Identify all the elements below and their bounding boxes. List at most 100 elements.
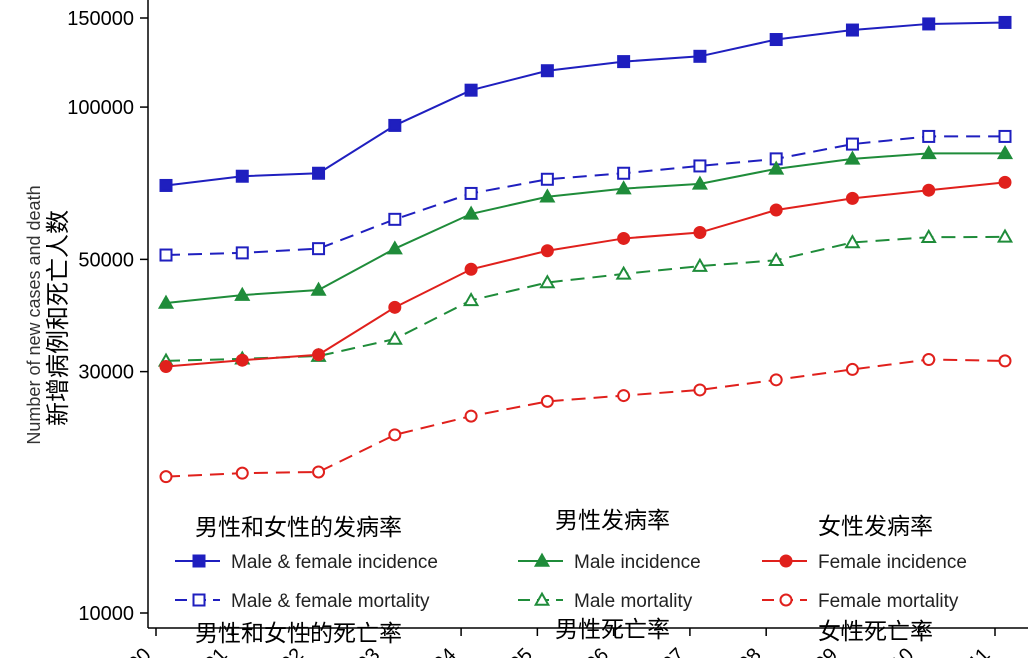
data-point [769,373,783,387]
legend-item-male-mortality: Male mortality 男性死亡率 [518,591,693,642]
data-point [920,228,937,243]
data-point [920,145,937,160]
series-line [165,21,1006,187]
data-point [996,228,1014,243]
data-point [617,389,631,403]
data-point [464,262,478,276]
legend-item-male-incidence: Male incidence 男性发病率 [518,507,701,573]
data-point [235,466,249,480]
legend-label: Female incidence [818,552,967,573]
data-point [463,291,480,307]
data-point [463,205,480,220]
data-point [234,286,251,301]
legend-label: Male incidence [574,552,701,573]
x-tick-label: 02 [277,644,308,658]
y-tick-label: 150000 [67,8,134,30]
data-point [693,159,707,173]
data-point [617,166,631,180]
data-point [540,244,554,258]
legend-swatch-marker [779,593,793,607]
series-line [165,135,1005,257]
legend-label-chinese: 男性发病率 [555,507,670,533]
data-point [157,294,175,309]
x-tick-label: 07 [658,644,689,658]
data-point [388,118,402,132]
data-point [844,150,861,165]
data-point [386,240,403,255]
data-point [159,248,173,262]
legend-label: Male & female mortality [231,591,430,612]
legend-label: Male & female incidence [231,552,438,573]
data-point [310,281,327,296]
data-point [539,274,556,289]
data-point [539,188,556,203]
data-point [235,169,249,183]
data-point [235,246,249,260]
legend-item-male-female-mortality: Male & female mortality 男性和女性的死亡率 [175,591,430,646]
data-point [845,23,859,37]
data-point [615,265,632,280]
data-point [388,212,402,226]
legend-item-male-female-incidence: Male & female incidence 男性和女性的发病率 [175,514,438,573]
data-point [922,17,936,31]
legend-label: Female mortality [818,591,959,612]
axes [147,0,1028,629]
data-point [615,180,632,195]
legend-swatch-marker [533,552,551,567]
data-point [922,353,936,367]
data-point [998,354,1012,368]
legend-label-chinese: 男性和女性的发病率 [195,514,402,540]
x-tick-label: 10 [887,644,918,658]
data-point [768,160,785,175]
legend-swatch-marker [533,591,551,606]
data-point [998,15,1012,29]
data-point [845,191,859,205]
series-female-incidence [159,175,1012,374]
data-point [312,465,326,479]
x-tick-label: 01 [201,644,232,658]
data-point [312,348,326,362]
data-point [617,231,631,245]
data-point [388,300,402,314]
legend-item-female-incidence: Female incidence 女性发病率 [762,513,967,573]
data-point [768,251,785,267]
y-ticks: 10000 30000 50000 100000 150000 [67,8,148,625]
y-tick-label: 10000 [78,603,134,625]
data-point [693,49,707,63]
data-point [540,64,554,78]
data-point [464,186,478,200]
data-point [996,145,1014,160]
series-group [157,15,1014,484]
data-point [845,362,859,376]
y-tick-label: 100000 [67,97,134,119]
x-tick-label: 11 [964,644,994,658]
data-point [235,353,249,367]
x-tick-label: 04 [429,644,460,658]
series-line [165,181,1006,368]
data-point [159,178,173,192]
data-point [691,175,708,190]
legend-label-chinese: 女性死亡率 [818,618,933,644]
data-point [693,383,707,397]
data-point [844,234,861,249]
data-point [998,129,1012,143]
data-point [845,137,859,151]
data-point [312,166,326,180]
x-tick-label: 05 [506,644,537,658]
series-male-incidence [157,145,1014,309]
series-line [165,235,1006,362]
data-point [540,172,554,186]
y-tick-label: 30000 [78,362,134,384]
data-point [386,330,403,345]
legend-label-chinese: 女性发病率 [818,513,933,539]
legend-swatch-marker [779,554,793,568]
y-axis-label-english: Number of new cases and death [24,185,44,444]
x-tick-label: 06 [582,644,613,658]
data-point [693,226,707,240]
legend-label: Male mortality [574,591,693,612]
legend-label-chinese: 男性死亡率 [555,616,670,642]
legend-label-chinese: 男性和女性的死亡率 [195,620,402,646]
legend-swatch-marker [192,554,206,568]
x-tick-label: 03 [353,644,384,658]
